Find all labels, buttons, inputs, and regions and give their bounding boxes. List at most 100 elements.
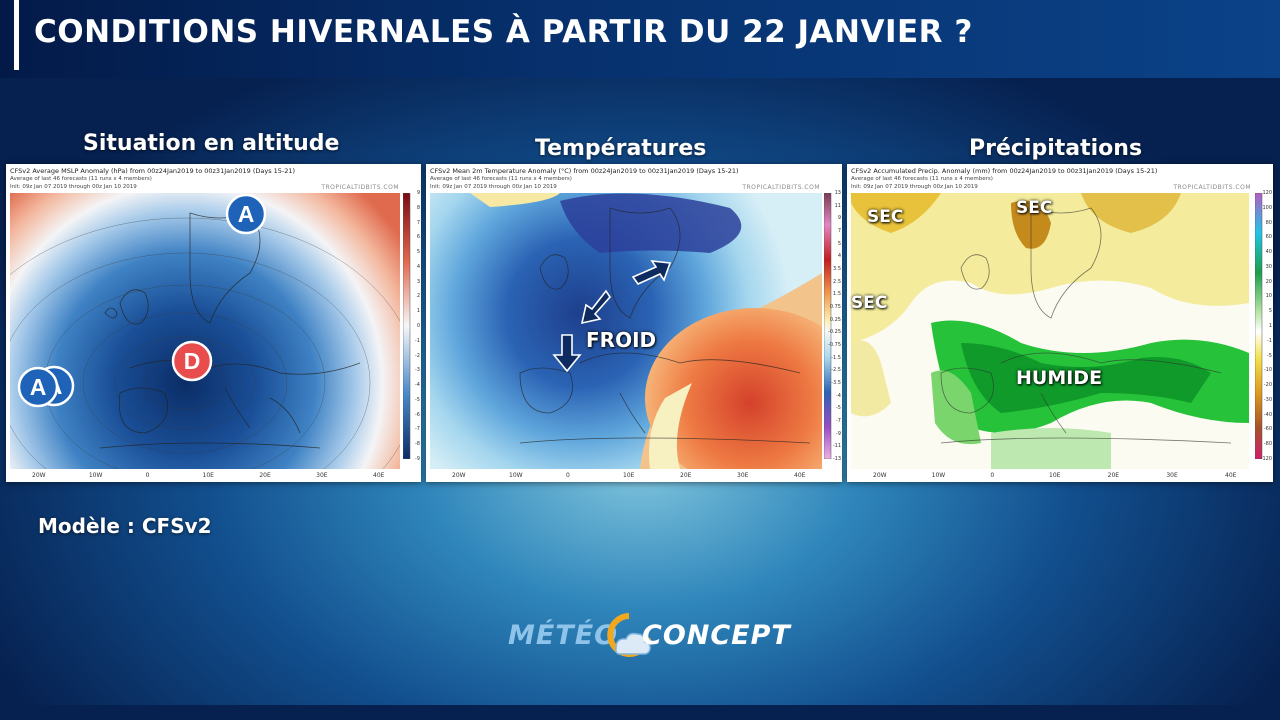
scale-tick-label: 13 (834, 190, 841, 196)
scale-tick-label: -0.25 (828, 329, 841, 336)
temperature-anomaly-map (430, 193, 822, 469)
caption-subtitle: Average of last 46 forecasts (11 runs x … (10, 176, 152, 182)
scale-tick-label: -5 (1267, 352, 1272, 359)
high-pressure-marker: A (225, 193, 267, 235)
caption-subtitle: Average of last 46 forecasts (11 runs x … (851, 176, 993, 182)
map-panel-precipitation: CFSv2 Accumulated Precip. Anomaly (mm) f… (847, 164, 1273, 482)
scale-tick-label: 1 (416, 308, 420, 315)
svg-text:A: A (30, 374, 47, 400)
longitude-label: 20W (452, 472, 466, 479)
dry-label: SEC (867, 207, 904, 227)
longitude-label: 20E (680, 472, 692, 479)
scale-tick-label: -4 (836, 392, 841, 399)
longitude-label: 40E (794, 472, 806, 479)
cold-arrow-icon (580, 289, 612, 325)
pressure-anomaly-map: A A A D (10, 193, 400, 469)
map-panel-temperature: CFSv2 Mean 2m Temperature Anomaly (°C) f… (426, 164, 842, 482)
scale-tick-label: 5 (416, 249, 420, 256)
scale-tick-label: 2 (416, 293, 420, 300)
scale-tick-label: 120 (1262, 190, 1272, 196)
wet-label: HUMIDE (1016, 367, 1103, 389)
panel-title-precipitation: Précipitations (969, 136, 1143, 161)
scale-tick-label: 4 (416, 263, 420, 270)
scale-tick-label: -2.5 (831, 367, 841, 374)
longitude-label: 40E (1225, 472, 1237, 479)
longitude-label: 30E (1166, 472, 1178, 479)
sun-cloud-logo-icon (607, 613, 651, 657)
scale-tick-label: -40 (1263, 411, 1272, 418)
scale-tick-label: 0.25 (829, 316, 841, 323)
scale-tick-label: -8 (415, 441, 420, 448)
scale-tick-label: 5 (1268, 308, 1272, 315)
dry-label: SEC (1016, 198, 1053, 218)
scale-tick-label: 0.75 (829, 304, 841, 310)
scale-tick-label: -9 (836, 430, 841, 437)
scale-tick-label: 1.5 (833, 291, 841, 298)
scale-tick-label: -3.5 (831, 380, 841, 386)
caption-init: Init: 09z Jan 07 2019 through 00z Jan 10… (10, 184, 137, 190)
longitude-label: 10E (1049, 472, 1061, 479)
panel-title-pressure: Situation en altitude (83, 131, 340, 156)
scale-tick-label: 2.5 (833, 278, 841, 285)
longitude-label: 30E (737, 472, 749, 479)
page-title: CONDITIONS HIVERNALES À PARTIR DU 22 JAN… (34, 14, 973, 50)
caption-title: CFSv2 Mean 2m Temperature Anomaly (°C) f… (430, 167, 739, 175)
logo-text-left: MÉTÉO (508, 620, 619, 651)
low-pressure-marker: D (171, 340, 213, 382)
scale-tick-label: 5 (837, 240, 841, 247)
model-label: Modèle : CFSv2 (38, 514, 212, 538)
longitude-label: 10E (202, 472, 214, 479)
panel-title-temperature: Températures (535, 136, 707, 161)
scale-tick-label: -20 (1263, 382, 1272, 389)
scale-tick-label: -30 (1263, 396, 1272, 403)
scale-tick-label: 60 (1265, 234, 1272, 241)
scale-tick-label: 11 (834, 202, 841, 209)
scale-tick-label: 100 (1262, 204, 1272, 211)
scale-tick-label: 3.5 (833, 266, 841, 272)
scale-tick-label: -11 (832, 443, 841, 450)
scale-tick-label: -1 (415, 337, 420, 344)
scale-tick-label: -7 (836, 418, 841, 424)
scale-tick-label: 9 (416, 190, 420, 196)
caption-title: CFSv2 Average MSLP Anomaly (hPa) from 00… (10, 167, 296, 175)
scale-tick-label: 6 (416, 234, 420, 241)
scale-tick-label: -3 (415, 367, 420, 374)
scale-tick-label: 30 (1265, 263, 1272, 270)
high-pressure-marker: A (17, 366, 59, 408)
scale-tick-label: -1 (1267, 337, 1272, 344)
temperature-color-scale (824, 193, 832, 459)
longitude-label: 40E (373, 472, 385, 479)
scale-tick-label: -6 (415, 411, 420, 418)
source-label: TROPICALTIDBITS.COM (321, 184, 399, 191)
scale-tick-label: 40 (1265, 249, 1272, 256)
longitude-label: 20E (1107, 472, 1120, 479)
precipitation-color-scale (1255, 193, 1263, 459)
scale-tick-label: -60 (1263, 426, 1272, 433)
longitude-label: 20E (259, 472, 271, 479)
map-panel-pressure: CFSv2 Average MSLP Anomaly (hPa) from 00… (6, 164, 421, 482)
header-accent-bar (14, 0, 19, 70)
cold-label: FROID (586, 328, 657, 352)
scale-tick-label: -0.75 (828, 342, 841, 348)
caption-title: CFSv2 Accumulated Precip. Anomaly (mm) f… (851, 167, 1158, 175)
precipitation-anomaly-map (851, 193, 1249, 469)
longitude-label: 0 (566, 472, 570, 479)
scale-tick-label: -4 (415, 382, 420, 389)
scale-tick-label: 7 (416, 219, 420, 226)
svg-text:A: A (238, 201, 255, 227)
scale-tick-label: -2 (415, 352, 420, 359)
caption-init: Init: 09z Jan 07 2019 through 00z Jan 10… (851, 184, 978, 190)
longitude-label: 10W (88, 472, 103, 479)
scale-tick-label: -13 (832, 456, 841, 462)
longitude-label: 10E (623, 472, 635, 479)
header-banner: CONDITIONS HIVERNALES À PARTIR DU 22 JAN… (0, 0, 1280, 78)
longitude-label: 30E (316, 472, 328, 479)
scale-tick-label: -1.5 (831, 354, 841, 361)
source-label: TROPICALTIDBITS.COM (742, 184, 820, 191)
logo-text-right: CONCEPT (642, 620, 791, 651)
scale-tick-label: 1 (1268, 323, 1272, 329)
source-label: TROPICALTIDBITS.COM (1173, 184, 1251, 191)
scale-tick-label: -80 (1263, 441, 1272, 448)
longitude-label: 10W (931, 472, 946, 479)
scale-tick-label: -7 (415, 426, 420, 433)
